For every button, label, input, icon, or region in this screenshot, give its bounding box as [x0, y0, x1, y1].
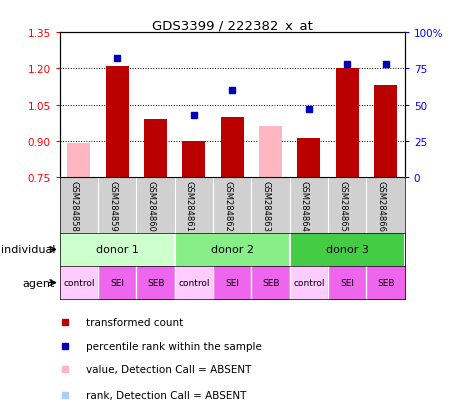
Text: SEB: SEB	[376, 278, 393, 287]
Text: GSM284864: GSM284864	[299, 180, 308, 231]
Text: percentile rank within the sample: percentile rank within the sample	[86, 341, 261, 351]
Text: GSM284863: GSM284863	[261, 180, 270, 231]
Text: donor 3: donor 3	[325, 245, 368, 255]
Text: agent: agent	[23, 278, 55, 288]
Text: control: control	[63, 278, 95, 287]
Text: SEI: SEI	[110, 278, 124, 287]
Bar	[258, 127, 281, 178]
Bar	[335, 69, 358, 178]
Text: SEB: SEB	[261, 278, 279, 287]
Bar	[297, 139, 320, 178]
Bar	[220, 117, 243, 178]
Text: donor 1: donor 1	[95, 245, 139, 255]
Text: value, Detection Call = ABSENT: value, Detection Call = ABSENT	[86, 364, 251, 374]
Text: SEI: SEI	[225, 278, 239, 287]
Text: donor 2: donor 2	[210, 245, 253, 255]
Title: GDS3399 / 222382_x_at: GDS3399 / 222382_x_at	[151, 19, 312, 32]
Text: transformed count: transformed count	[86, 317, 183, 327]
Bar	[373, 86, 396, 178]
Bar	[144, 120, 167, 178]
Bar	[106, 67, 129, 178]
Text: GSM284858: GSM284858	[70, 180, 79, 231]
Text: GSM284859: GSM284859	[108, 180, 117, 231]
Text: control: control	[292, 278, 324, 287]
Text: rank, Detection Call = ABSENT: rank, Detection Call = ABSENT	[86, 389, 246, 400]
Text: GSM284862: GSM284862	[223, 180, 232, 231]
Text: GSM284861: GSM284861	[185, 180, 194, 231]
Text: GSM284865: GSM284865	[337, 180, 347, 231]
Text: individual: individual	[1, 245, 55, 255]
Text: SEI: SEI	[340, 278, 353, 287]
Text: GSM284860: GSM284860	[146, 180, 155, 231]
Text: GSM284866: GSM284866	[376, 180, 385, 231]
Bar	[182, 142, 205, 178]
Bar	[67, 144, 90, 178]
Text: SEB: SEB	[146, 278, 164, 287]
Text: control: control	[178, 278, 209, 287]
